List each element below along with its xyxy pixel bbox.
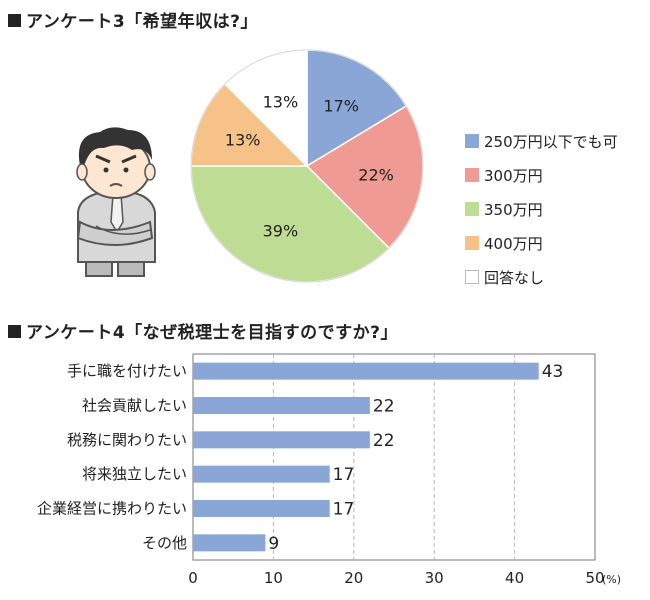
x-tick-label: 40 [505,569,524,587]
bar-value-label: 17 [333,500,355,520]
survey3-title-text: アンケート3「希望年収は?」 [26,12,259,32]
category-label: 企業経営に携わりたい [37,500,187,518]
pie-legend: 250万円以下でも可 300万円 350万円 400万円回答なし [465,124,618,294]
legend-swatch [465,134,479,148]
pie-slice-label: 39% [263,221,299,240]
pie-slice-label: 13% [263,93,299,112]
legend-item: 400万円 [465,226,618,260]
legend-item: 300万円 [465,158,618,192]
x-tick-label: 20 [344,569,363,587]
pie-slice-label: 13% [225,130,261,149]
bar-value-label: 22 [373,397,395,417]
category-label: 手に職を付けたい [67,362,187,380]
bar [193,500,330,517]
legend-swatch [465,236,479,250]
category-label: 将来独立したい [82,465,187,483]
category-label: 社会貢献したい [82,397,187,415]
bar-value-label: 9 [268,534,279,554]
title-square-icon [8,14,21,27]
survey3-title: アンケート3「希望年収は?」 [8,7,258,32]
legend-swatch [465,270,479,284]
legend-label: 350万円 [484,200,543,219]
x-axis-unit: (%) [602,573,621,586]
x-tick-label: 10 [264,569,283,587]
legend-item: 350万円 [465,192,618,226]
legend-item: 回答なし [465,260,618,294]
x-tick-label: 30 [425,569,444,587]
survey4-title: アンケート4「なぜ税理士を目指すのですか?」 [8,318,398,343]
bar-value-label: 17 [333,465,355,485]
x-tick-label: 0 [188,569,198,587]
bar [193,465,330,483]
legend-item: 250万円以下でも可 [465,124,618,158]
bar [193,362,539,380]
legend-swatch [465,202,479,216]
bar-value-label: 22 [373,431,395,451]
bar-value-label: 43 [542,362,564,382]
bar [193,431,370,449]
title-square-icon [8,325,21,338]
pie-slice-label: 17% [323,96,359,115]
survey4-title-text: アンケート4「なぜ税理士を目指すのですか?」 [26,323,399,343]
legend-label: 400万円 [484,234,543,253]
category-label: 税務に関わりたい [67,431,187,449]
legend-label: 300万円 [484,166,543,185]
bar [193,534,266,552]
legend-swatch [465,168,479,182]
bar [193,397,370,414]
x-tick-label: 50 [585,569,604,587]
pie-slice-label: 22% [358,165,394,184]
pie-outline [190,49,424,283]
plot-area [192,353,596,561]
legend-label: 250万円以下でも可 [484,132,618,151]
category-label: その他 [142,534,187,552]
legend-label: 回答なし [484,268,545,287]
